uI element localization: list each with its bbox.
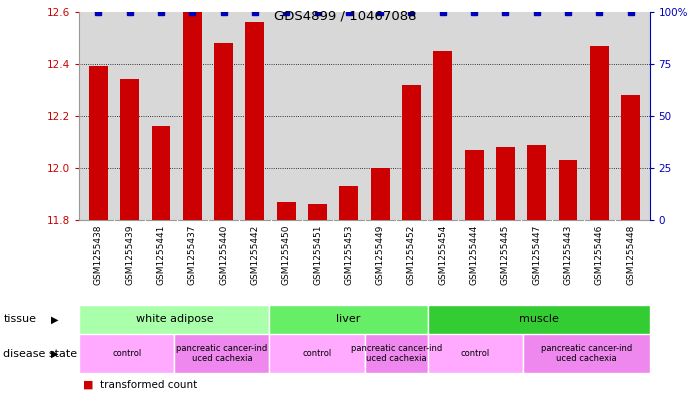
Bar: [269, 334, 365, 373]
Bar: [245, 22, 264, 220]
Text: pancreatic cancer-ind
uced cachexia: pancreatic cancer-ind uced cachexia: [176, 344, 267, 364]
Text: ■: ■: [83, 380, 93, 390]
Text: control: control: [113, 349, 142, 358]
Bar: [371, 168, 390, 220]
Text: GSM1255443: GSM1255443: [564, 224, 573, 285]
Text: ▶: ▶: [51, 349, 59, 359]
Bar: [402, 84, 421, 220]
Text: GDS4899 / 10467088: GDS4899 / 10467088: [274, 10, 417, 23]
Text: ▶: ▶: [51, 314, 59, 324]
Text: GSM1255450: GSM1255450: [282, 224, 291, 285]
Text: disease state: disease state: [3, 349, 77, 359]
Bar: [590, 46, 609, 220]
Text: GSM1255440: GSM1255440: [219, 224, 228, 285]
Bar: [308, 204, 327, 220]
Bar: [151, 126, 170, 220]
Text: GSM1255442: GSM1255442: [250, 224, 259, 285]
Text: GSM1255439: GSM1255439: [125, 224, 134, 285]
Text: white adipose: white adipose: [135, 314, 214, 324]
Bar: [527, 145, 546, 220]
Text: GSM1255444: GSM1255444: [470, 224, 479, 285]
Text: GSM1255451: GSM1255451: [313, 224, 322, 285]
Bar: [339, 186, 358, 220]
Text: muscle: muscle: [519, 314, 558, 324]
Bar: [621, 95, 640, 220]
Bar: [79, 305, 269, 334]
Text: GSM1255448: GSM1255448: [626, 224, 635, 285]
Text: tissue: tissue: [3, 314, 37, 324]
Text: GSM1255437: GSM1255437: [188, 224, 197, 285]
Bar: [364, 334, 428, 373]
Bar: [174, 334, 269, 373]
Text: GSM1255441: GSM1255441: [156, 224, 165, 285]
Text: GSM1255447: GSM1255447: [532, 224, 541, 285]
Bar: [465, 150, 484, 220]
Bar: [183, 12, 202, 220]
Text: liver: liver: [337, 314, 361, 324]
Bar: [277, 202, 296, 220]
Text: GSM1255438: GSM1255438: [94, 224, 103, 285]
Bar: [214, 43, 233, 220]
Text: GSM1255453: GSM1255453: [344, 224, 353, 285]
Bar: [523, 334, 650, 373]
Text: control: control: [461, 349, 490, 358]
Bar: [433, 51, 452, 220]
Bar: [496, 147, 515, 220]
Bar: [120, 79, 139, 220]
Text: transformed count: transformed count: [100, 380, 198, 390]
Text: GSM1255449: GSM1255449: [376, 224, 385, 285]
Bar: [269, 305, 428, 334]
Bar: [428, 305, 650, 334]
Text: GSM1255452: GSM1255452: [407, 224, 416, 285]
Text: GSM1255446: GSM1255446: [595, 224, 604, 285]
Text: pancreatic cancer-ind
uced cachexia: pancreatic cancer-ind uced cachexia: [350, 344, 442, 364]
Bar: [559, 160, 578, 220]
Text: GSM1255445: GSM1255445: [501, 224, 510, 285]
Text: GSM1255454: GSM1255454: [438, 224, 447, 285]
Bar: [428, 334, 523, 373]
Text: pancreatic cancer-ind
uced cachexia: pancreatic cancer-ind uced cachexia: [540, 344, 632, 364]
Bar: [79, 334, 174, 373]
Bar: [89, 66, 108, 220]
Text: control: control: [303, 349, 332, 358]
